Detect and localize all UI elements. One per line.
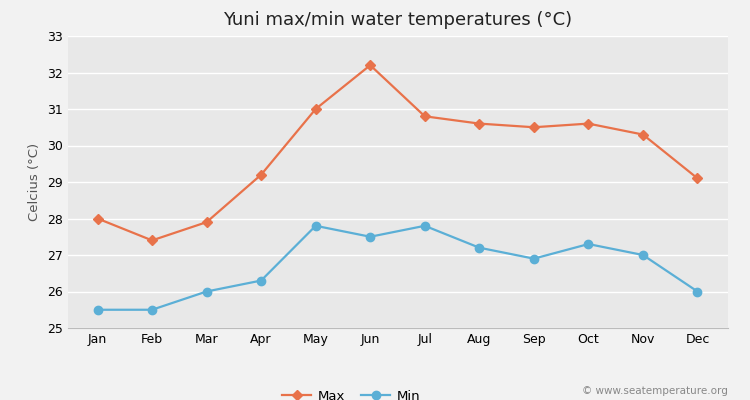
Min <box>530 256 538 261</box>
Min <box>420 223 429 228</box>
Min <box>638 253 647 258</box>
Min <box>366 234 375 239</box>
Min <box>693 289 702 294</box>
Max <box>256 172 265 177</box>
Min <box>584 242 593 246</box>
Max <box>638 132 647 137</box>
Max <box>93 216 102 221</box>
Max <box>584 121 593 126</box>
Max <box>366 63 375 68</box>
Max <box>148 238 157 243</box>
Line: Min: Min <box>93 222 702 314</box>
Max <box>530 125 538 130</box>
Min <box>311 223 320 228</box>
Max <box>311 106 320 111</box>
Max <box>202 220 211 224</box>
Legend: Max, Min: Max, Min <box>277 384 425 400</box>
Min <box>256 278 265 283</box>
Text: © www.seatemperature.org: © www.seatemperature.org <box>582 386 728 396</box>
Min <box>202 289 211 294</box>
Max <box>693 176 702 181</box>
Title: Yuni max/min water temperatures (°C): Yuni max/min water temperatures (°C) <box>223 11 572 29</box>
Line: Max: Max <box>94 62 701 244</box>
Min <box>148 307 157 312</box>
Max <box>420 114 429 119</box>
Min <box>475 245 484 250</box>
Max <box>475 121 484 126</box>
Min <box>93 307 102 312</box>
Y-axis label: Celcius (°C): Celcius (°C) <box>28 143 41 221</box>
